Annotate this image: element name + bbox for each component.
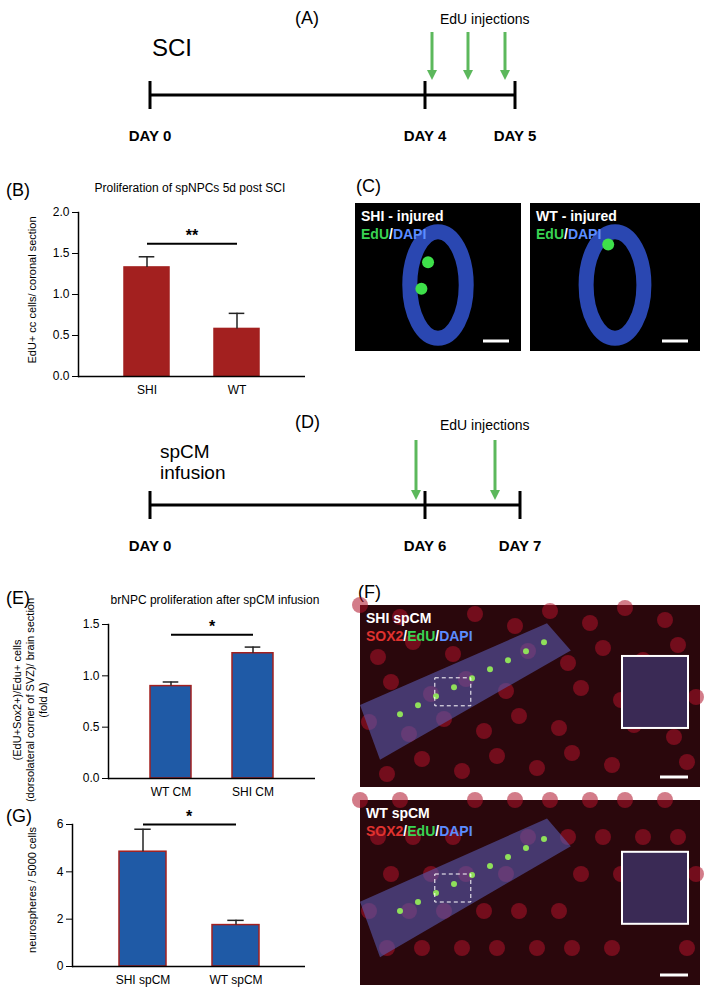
svg-text:6: 6 (57, 817, 64, 831)
svg-text:(E): (E) (6, 588, 30, 608)
svg-text:SHI spCM: SHI spCM (366, 610, 431, 626)
svg-text:EdU injections: EdU injections (440, 417, 530, 433)
svg-text:spCM: spCM (160, 441, 210, 462)
svg-text:1.5: 1.5 (83, 617, 100, 631)
svg-text:(B): (B) (6, 180, 30, 200)
svg-text:WT spCM: WT spCM (366, 805, 430, 821)
svg-text:DAY 6: DAY 6 (404, 537, 447, 554)
svg-text:SOX2/EdU/DAPI: SOX2/EdU/DAPI (366, 823, 473, 839)
svg-text:2.0: 2.0 (53, 205, 70, 219)
svg-text:WT CM: WT CM (151, 785, 191, 799)
svg-text:WT - injured: WT - injured (536, 208, 617, 224)
svg-text:0.5: 0.5 (53, 328, 70, 342)
svg-text:4: 4 (57, 865, 64, 879)
svg-text:**: ** (186, 227, 199, 244)
svg-text:0.5: 0.5 (83, 720, 100, 734)
svg-text:0: 0 (57, 959, 64, 973)
svg-text:neurospheres / 5000 cells: neurospheres / 5000 cells (26, 827, 38, 953)
svg-text:SHI CM: SHI CM (232, 785, 274, 799)
svg-text:WT spCM: WT spCM (209, 973, 262, 987)
svg-text:(F): (F) (358, 582, 381, 602)
svg-text:*: * (186, 808, 193, 825)
svg-text:SHI spCM: SHI spCM (116, 973, 171, 987)
svg-text:Proliferation of spNPCs 5d pos: Proliferation of spNPCs 5d post SCI (95, 181, 286, 195)
svg-text:1.0: 1.0 (53, 287, 70, 301)
svg-text:EdU+ cc cells/ coronal section: EdU+ cc cells/ coronal section (26, 216, 38, 363)
svg-text:(A): (A) (295, 8, 319, 28)
svg-text:SHI: SHI (137, 383, 157, 397)
svg-text:EdU injections: EdU injections (440, 11, 530, 27)
svg-text:brNPC proliferation after spCM: brNPC proliferation after spCM infusion (111, 593, 320, 607)
svg-text:infusion: infusion (160, 462, 226, 483)
svg-text:*: * (209, 618, 216, 635)
svg-text:(EdU+Sox2+)/Edu+ cells(dorsola: (EdU+Sox2+)/Edu+ cells(dorsolateral corn… (11, 598, 49, 802)
svg-text:(G): (G) (6, 806, 32, 826)
svg-text:SHI - injured: SHI - injured (361, 208, 443, 224)
svg-text:EdU/DAPI: EdU/DAPI (536, 226, 601, 242)
svg-text:SOX2/EdU/DAPI: SOX2/EdU/DAPI (366, 628, 473, 644)
svg-text:0.0: 0.0 (83, 771, 100, 785)
svg-text:(D): (D) (295, 412, 320, 432)
svg-text:1.5: 1.5 (53, 246, 70, 260)
svg-text:EdU/DAPI: EdU/DAPI (361, 226, 426, 242)
svg-text:0.0: 0.0 (53, 369, 70, 383)
svg-text:DAY 0: DAY 0 (129, 127, 172, 144)
svg-text:WT: WT (228, 383, 247, 397)
svg-text:(C): (C) (356, 176, 381, 196)
svg-text:1.0: 1.0 (83, 669, 100, 683)
svg-text:DAY 5: DAY 5 (494, 127, 537, 144)
svg-text:DAY 7: DAY 7 (499, 537, 542, 554)
svg-text:DAY 0: DAY 0 (129, 537, 172, 554)
svg-text:DAY 4: DAY 4 (404, 127, 447, 144)
svg-text:2: 2 (57, 912, 64, 926)
svg-text:SCI: SCI (152, 34, 192, 61)
